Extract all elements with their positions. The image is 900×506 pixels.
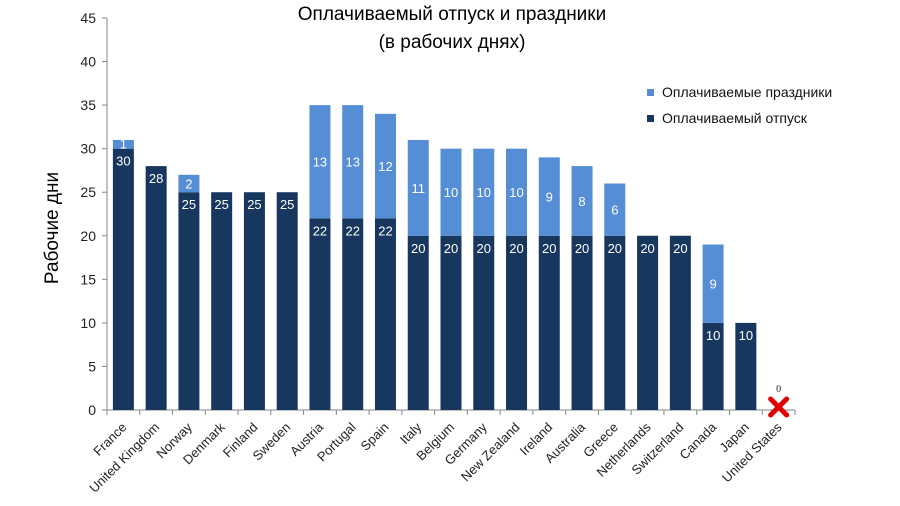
bar-label-holidays: 2 bbox=[185, 177, 192, 192]
bar-vacation bbox=[178, 192, 200, 410]
bar-label-vacation: 22 bbox=[378, 223, 392, 238]
red-x-icon-stroke bbox=[768, 396, 790, 418]
bar-holidays bbox=[374, 113, 396, 219]
bar-vacation bbox=[145, 166, 167, 410]
bar-label-vacation: 20 bbox=[575, 241, 589, 256]
bar-label-vacation: 20 bbox=[477, 241, 491, 256]
bar-label-holidays: 13 bbox=[313, 155, 327, 170]
bar-labels: 30 1 28 25 2 25 25 25 22 13 22 13 22 12 20 11 20 10 20 10 20… bbox=[116, 136, 753, 343]
annotations: 0 bbox=[768, 384, 790, 418]
bar-holidays bbox=[473, 148, 495, 236]
legend-swatch-holidays bbox=[647, 89, 654, 96]
bar-label-vacation: 25 bbox=[247, 197, 261, 212]
bar-label-vacation: 25 bbox=[280, 197, 294, 212]
legend-label-holidays: Оплачиваемые праздники bbox=[662, 84, 832, 100]
bar-label-vacation: 20 bbox=[673, 241, 687, 256]
bar-vacation bbox=[211, 192, 233, 410]
bar-holidays bbox=[571, 166, 593, 236]
bar-vacation bbox=[538, 235, 560, 410]
legend-swatch-vacation bbox=[647, 115, 654, 122]
bar-label-holidays: 9 bbox=[709, 277, 716, 292]
legend-label-vacation: Оплачиваемый отпуск bbox=[662, 110, 808, 126]
y-tick-label: 30 bbox=[80, 141, 96, 157]
chart-title-line-2: (в рабочих днях) bbox=[379, 32, 526, 53]
bar-holidays bbox=[342, 105, 364, 219]
y-tick-label: 25 bbox=[80, 184, 96, 200]
bar-label-holidays: 8 bbox=[578, 194, 585, 209]
bar-label-vacation: 10 bbox=[706, 328, 720, 343]
y-tick-label: 10 bbox=[80, 315, 96, 331]
bars bbox=[112, 105, 757, 410]
bar-vacation bbox=[571, 235, 593, 410]
bar-label-holidays: 10 bbox=[477, 185, 491, 200]
bar-label-vacation: 20 bbox=[411, 241, 425, 256]
bar-vacation bbox=[112, 148, 134, 410]
bar-holidays bbox=[178, 174, 200, 193]
bar-holidays bbox=[538, 157, 560, 236]
bar-holidays bbox=[407, 139, 429, 236]
bar-label-holidays: 6 bbox=[611, 203, 618, 218]
bar-label-holidays: 11 bbox=[411, 181, 425, 196]
bar-label-vacation: 20 bbox=[608, 241, 622, 256]
bar-label-holidays: 9 bbox=[546, 190, 553, 205]
bar-holidays bbox=[702, 244, 724, 323]
bar-vacation bbox=[669, 235, 691, 410]
bar-label-vacation: 20 bbox=[640, 241, 654, 256]
zero-value-label: 0 bbox=[776, 384, 781, 395]
x-tick-label: Spain bbox=[357, 420, 391, 454]
bar-holidays bbox=[506, 148, 528, 236]
bar-vacation bbox=[342, 218, 364, 410]
bar-label-vacation: 10 bbox=[739, 328, 753, 343]
bar-vacation bbox=[440, 235, 462, 410]
bar-vacation bbox=[506, 235, 528, 410]
bar-vacation bbox=[473, 235, 495, 410]
bar-holidays bbox=[604, 183, 626, 236]
bar-holidays bbox=[309, 105, 331, 219]
bar-label-vacation: 28 bbox=[149, 171, 163, 186]
y-tick-label: 45 bbox=[80, 10, 96, 26]
y-tick-label: 5 bbox=[88, 358, 96, 374]
bar-holidays bbox=[112, 139, 134, 149]
chart-title-line-1: Оплачиваемый отпуск и праздники bbox=[298, 4, 606, 25]
bar-vacation bbox=[637, 235, 659, 410]
bar-label-vacation: 20 bbox=[444, 241, 458, 256]
bar-label-holidays: 13 bbox=[345, 155, 359, 170]
bar-label-vacation: 25 bbox=[214, 197, 228, 212]
x-tick-label: Italy bbox=[397, 419, 425, 447]
bar-label-vacation: 20 bbox=[542, 241, 556, 256]
bar-label-vacation: 20 bbox=[509, 241, 523, 256]
bar-label-holidays: 10 bbox=[444, 185, 458, 200]
bar-vacation bbox=[276, 192, 298, 410]
bar-label-holidays: 10 bbox=[509, 185, 523, 200]
bar-label-holidays: 12 bbox=[378, 159, 392, 174]
bar-vacation bbox=[407, 235, 429, 410]
bar-label-vacation: 25 bbox=[182, 197, 196, 212]
bar-vacation bbox=[604, 235, 626, 410]
bar-vacation bbox=[374, 218, 396, 410]
y-tick-label: 20 bbox=[80, 228, 96, 244]
bar-label-vacation: 22 bbox=[313, 223, 327, 238]
bar-label-vacation: 30 bbox=[116, 154, 130, 169]
y-tick-label: 15 bbox=[80, 271, 96, 287]
bar-vacation bbox=[243, 192, 265, 410]
y-axis-label: Рабочие дни bbox=[42, 172, 63, 284]
y-tick-label: 35 bbox=[80, 97, 96, 113]
bar-vacation bbox=[309, 218, 331, 410]
y-tick-label: 0 bbox=[88, 402, 96, 418]
bar-label-holidays: 1 bbox=[120, 136, 127, 151]
legend: Оплачиваемые праздники Оплачиваемый отпу… bbox=[647, 84, 832, 126]
bar-vacation bbox=[702, 322, 724, 410]
bar-holidays bbox=[440, 148, 462, 236]
bar-vacation bbox=[735, 322, 757, 410]
y-axis-ticks: 0 5 10 15 20 25 30 35 40 45 bbox=[80, 10, 107, 418]
y-tick-label: 40 bbox=[80, 54, 96, 70]
x-tick-label: Canada bbox=[676, 419, 719, 462]
bar-label-vacation: 22 bbox=[345, 223, 359, 238]
